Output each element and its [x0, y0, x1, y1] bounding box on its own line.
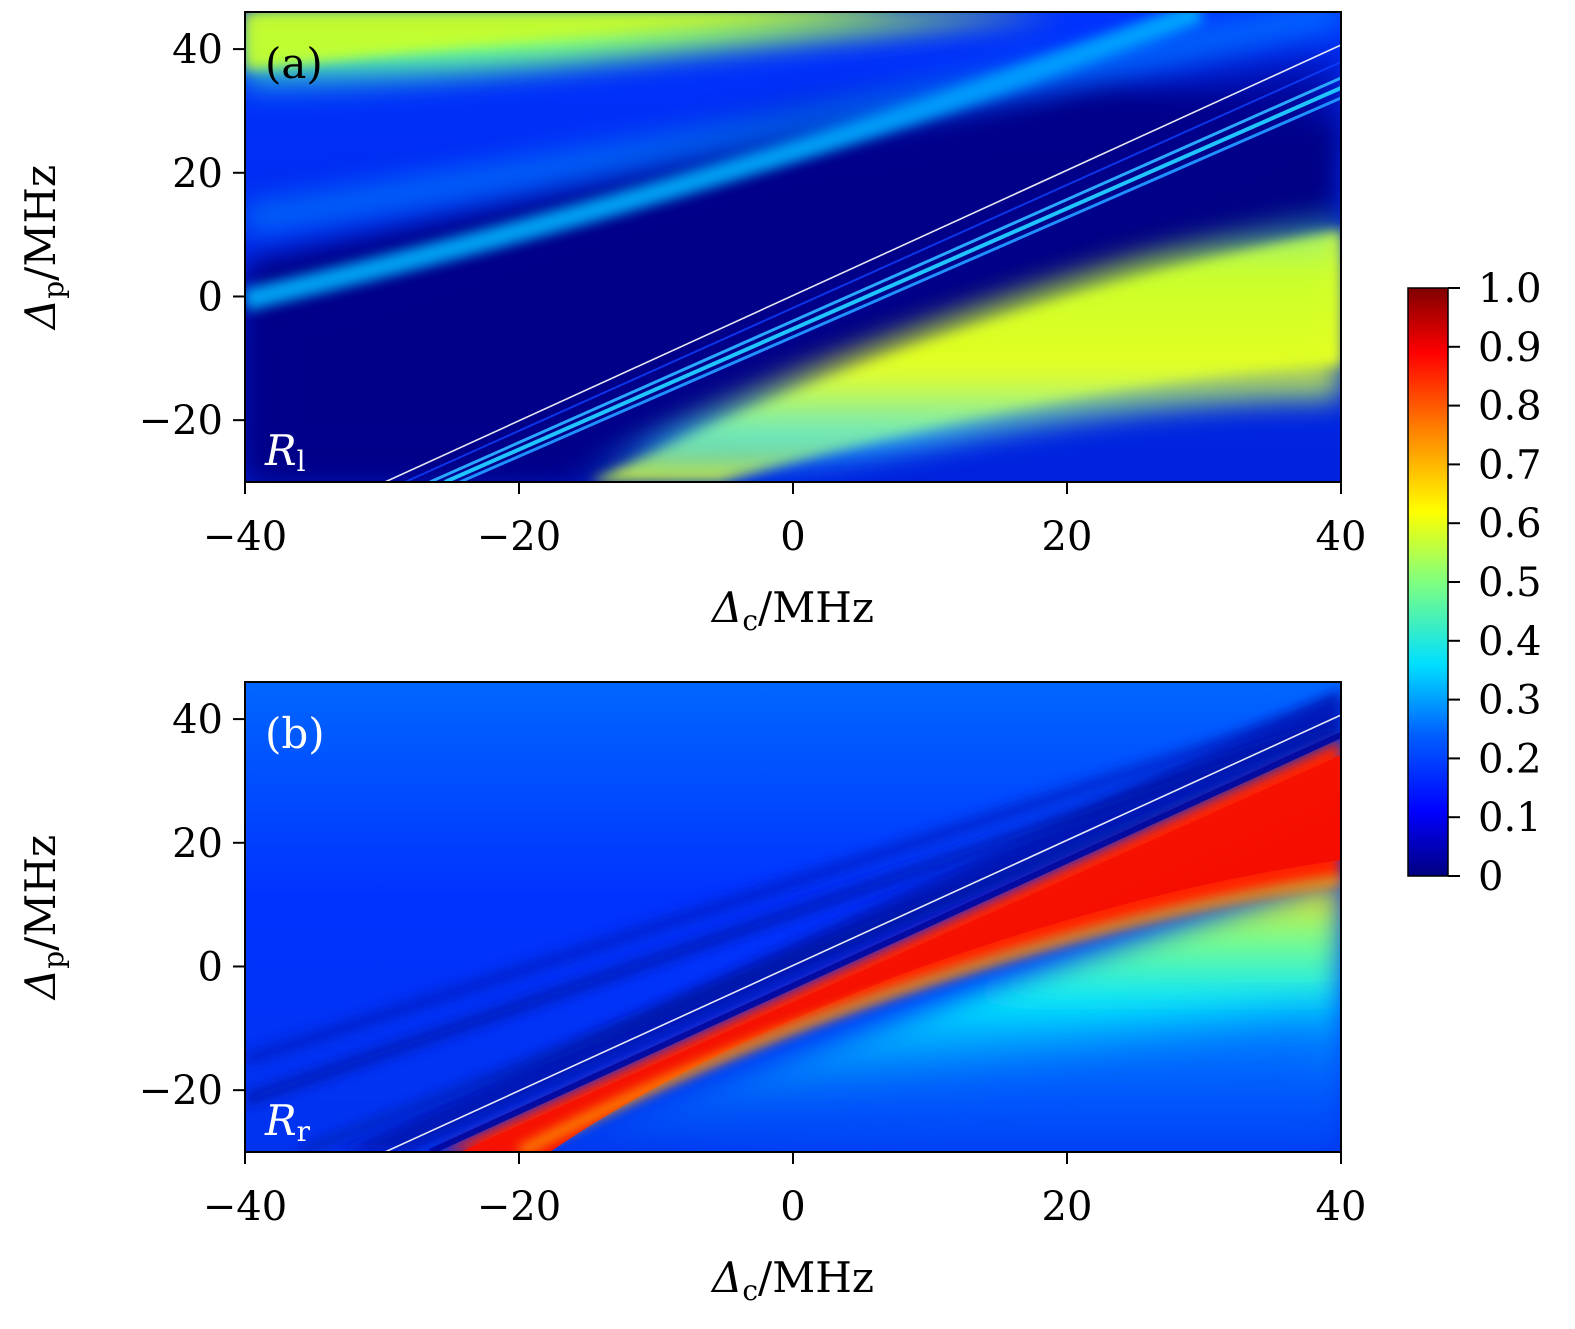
- colorbar-tick-label: 0.6: [1478, 501, 1542, 547]
- colorbar-tick-label: 0: [1478, 854, 1503, 900]
- panel-b-xtick-label: 0: [780, 1184, 805, 1230]
- panel-a-heatmap: [245, 12, 1341, 482]
- panel-a-xtick-label: 20: [1042, 514, 1093, 560]
- panel-b-ytick-label: −20: [139, 1068, 223, 1114]
- panel-b-axes: −40 −20 0 20 40 −20 0 20 40: [139, 697, 1367, 1230]
- panel-a-xtick-label: 0: [780, 514, 805, 560]
- colorbar-tick-label: 0.1: [1478, 795, 1542, 841]
- colorbar: 0 0.1 0.2 0.3 0.4 0.5 0.6 0.7 0.8 0.9 1.0: [1407, 266, 1542, 900]
- panel-a-tag: (a): [265, 39, 323, 88]
- panel-a-axes: −40 −20 0 20 40 −20 0 20 40: [139, 27, 1367, 560]
- colorbar-tick-label: 0.7: [1478, 442, 1542, 488]
- panel-a-ytick-label: 20: [172, 151, 223, 197]
- colorbar-ticks: 0 0.1 0.2 0.3 0.4 0.5 0.6 0.7 0.8 0.9 1.0: [1448, 266, 1542, 900]
- panel-b-xtick-label: 20: [1042, 1184, 1093, 1230]
- colorbar-tick-label: 0.2: [1478, 736, 1542, 782]
- panel-a-ytick-label: 40: [172, 27, 223, 73]
- panel-a-ylabel: Δp/MHz: [16, 165, 70, 331]
- colorbar-tick-label: 1.0: [1478, 266, 1542, 312]
- panel-a-xtick-label: −20: [477, 514, 561, 560]
- colorbar-gradient: [1407, 287, 1449, 877]
- panel-b-ytick-label: 20: [172, 821, 223, 867]
- colorbar-tick-label: 0.5: [1478, 560, 1542, 606]
- panel-b-tag: (b): [265, 709, 325, 758]
- panel-b: −40 −20 0 20 40 −20 0 20 40 (b) Rr Δc/MHz Δp/MHz: [16, 681, 1367, 1307]
- panel-a-ytick-label: −20: [139, 398, 223, 444]
- panel-b-ylabel: Δp/MHz: [16, 835, 70, 1001]
- panel-a: −40 −20 0 20 40 −20 0 20 40 (a) Rl Δc/MHz Δp/MHz: [16, 11, 1367, 637]
- panel-a-xtick-label: −40: [203, 514, 287, 560]
- colorbar-tick-label: 0.9: [1478, 325, 1542, 371]
- panel-a-xtick-label: 40: [1316, 514, 1367, 560]
- panel-a-xlabel: Δc/MHz: [710, 583, 874, 637]
- panel-b-xtick-label: −40: [203, 1184, 287, 1230]
- colorbar-tick-label: 0.8: [1478, 384, 1542, 430]
- panel-b-xtick-label: 40: [1316, 1184, 1367, 1230]
- panel-b-xtick-label: −20: [477, 1184, 561, 1230]
- panel-b-ytick-label: 0: [198, 944, 223, 990]
- panel-b-map-label: Rr: [264, 1096, 311, 1148]
- panel-a-ytick-label: 0: [198, 274, 223, 320]
- colorbar-tick-label: 0.3: [1478, 678, 1542, 724]
- panel-b-xlabel: Δc/MHz: [710, 1253, 874, 1307]
- panel-a-map-label: Rl: [264, 426, 306, 478]
- panel-b-ytick-label: 40: [172, 697, 223, 743]
- panel-b-heatmap: [245, 682, 1341, 1152]
- colorbar-tick-label: 0.4: [1478, 619, 1542, 665]
